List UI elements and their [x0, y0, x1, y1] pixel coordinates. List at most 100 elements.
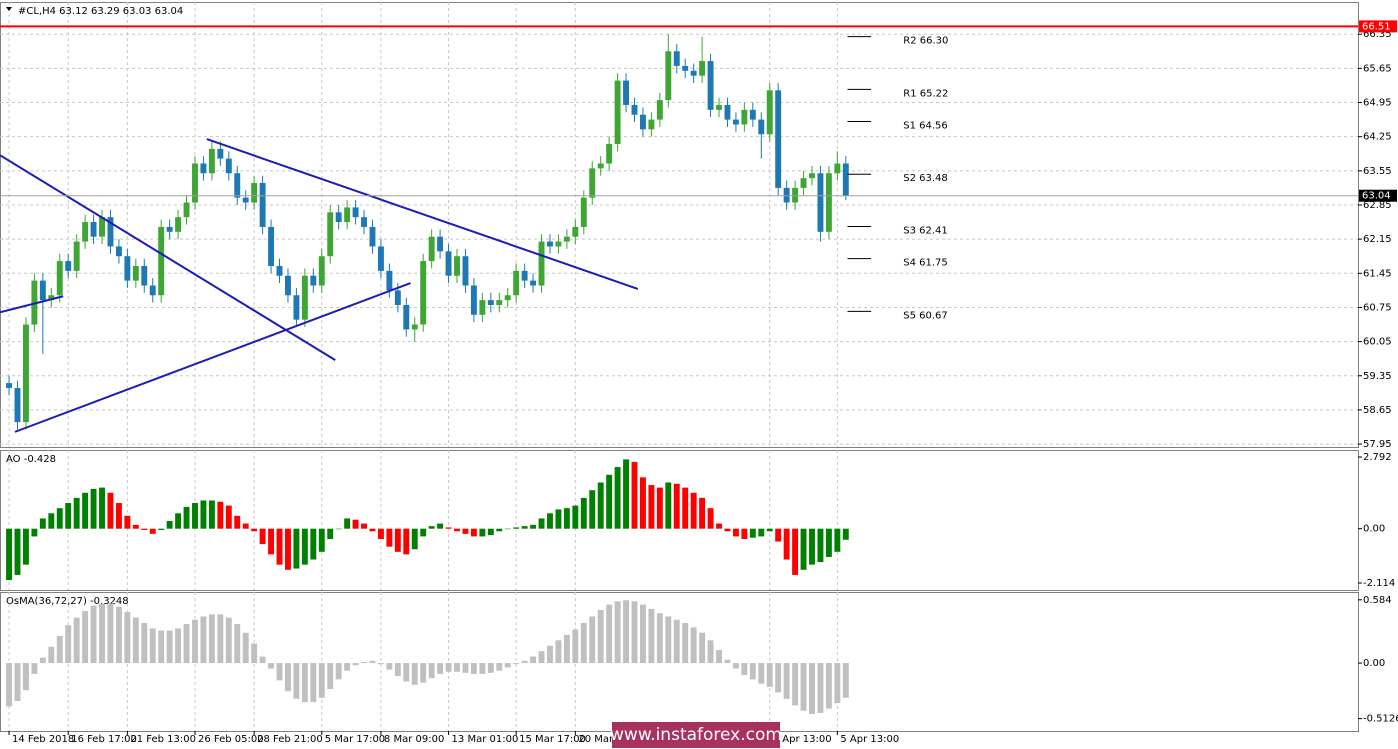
- candle-body: [301, 275, 308, 320]
- candle-body: [538, 241, 545, 286]
- histogram-bar: [242, 632, 249, 664]
- histogram-bar: [445, 527, 452, 529]
- candle-body: [158, 226, 165, 296]
- trend-line: [0, 295, 64, 314]
- histogram-bar: [318, 528, 325, 552]
- histogram-bar: [648, 485, 655, 529]
- candle-body: [732, 119, 739, 125]
- candle-body: [369, 226, 376, 247]
- candle-body: [217, 148, 224, 159]
- histogram-bar: [716, 523, 722, 529]
- histogram-bar: [99, 487, 105, 529]
- histogram-bar: [14, 528, 21, 575]
- histogram-bar: [403, 528, 410, 555]
- candle-body: [707, 61, 714, 110]
- histogram-bar: [132, 617, 139, 664]
- histogram-bar: [834, 528, 841, 552]
- candle-body: [741, 109, 748, 125]
- histogram-bar: [411, 663, 418, 685]
- histogram-bar: [192, 619, 198, 664]
- x-tick-label: 20 Mar 09:00: [578, 734, 645, 745]
- candle-body: [149, 285, 156, 296]
- histogram-bar: [783, 663, 790, 699]
- candle-body: [251, 183, 258, 203]
- candle-body: [403, 305, 410, 330]
- histogram-bar: [682, 487, 689, 529]
- histogram-bar: [682, 622, 689, 664]
- histogram-bar: [513, 527, 520, 529]
- candle-body: [386, 270, 393, 291]
- y-tick-label: -2.114: [1363, 578, 1395, 589]
- histogram-bar: [344, 518, 351, 529]
- histogram-bar: [39, 518, 46, 529]
- candle-body: [513, 270, 520, 296]
- histogram-bar: [589, 616, 596, 664]
- histogram-bar: [82, 492, 89, 529]
- histogram-bar: [716, 650, 722, 664]
- candle-body: [90, 222, 97, 237]
- y-tick-label: 66.35: [1363, 29, 1392, 40]
- histogram-bar: [513, 663, 520, 665]
- histogram-bar: [115, 503, 122, 529]
- histogram-bar: [259, 528, 266, 545]
- histogram-bar: [724, 528, 731, 532]
- candle-body: [293, 295, 300, 320]
- price-tag: [1359, 189, 1397, 202]
- histogram-bar: [800, 528, 807, 570]
- histogram-bar: [732, 663, 739, 669]
- histogram-bar: [690, 627, 697, 664]
- histogram-bar: [6, 663, 13, 707]
- histogram-bar: [208, 614, 215, 664]
- histogram-bar: [530, 524, 537, 529]
- histogram-bar: [22, 663, 29, 691]
- histogram-bar: [107, 492, 114, 529]
- candle-body: [65, 261, 72, 271]
- candle-body: [14, 387, 21, 423]
- candle-body: [132, 265, 139, 281]
- histogram-bar: [310, 663, 317, 703]
- histogram-bar: [639, 477, 646, 529]
- x-tick-label: 4 Apr 13:00: [773, 734, 832, 745]
- candle-body: [656, 100, 663, 120]
- histogram-bar: [623, 459, 630, 529]
- histogram-bar: [834, 663, 841, 704]
- candle-body: [800, 178, 807, 188]
- x-tick-label: 5 Mar 17:00: [325, 734, 385, 745]
- candle-body: [758, 119, 765, 135]
- histogram-bar: [504, 663, 511, 668]
- histogram-bar: [158, 528, 165, 530]
- candle-body: [276, 265, 283, 276]
- histogram-bar: [48, 646, 55, 664]
- pivot-label: S5 60.67: [903, 310, 948, 321]
- candle-body: [665, 51, 672, 101]
- y-tick-label: 59.35: [1363, 371, 1392, 382]
- candle-body: [428, 236, 435, 262]
- candle-body: [242, 197, 249, 203]
- candle-body: [208, 148, 215, 174]
- candle-body: [225, 158, 232, 174]
- histogram-bar: [268, 528, 275, 555]
- candle-body: [775, 90, 782, 188]
- candle-body: [82, 222, 89, 242]
- histogram-bar: [445, 663, 452, 672]
- candle-body: [521, 270, 528, 281]
- histogram-bar: [606, 604, 613, 664]
- histogram-bar: [555, 640, 562, 664]
- histogram-bar: [369, 660, 376, 664]
- candle-body: [487, 300, 494, 306]
- histogram-bar: [352, 663, 359, 666]
- histogram-bar: [225, 617, 232, 664]
- candle-body: [175, 217, 182, 232]
- histogram-bar: [31, 528, 38, 537]
- candle-body: [589, 168, 596, 198]
- histogram-bar: [403, 663, 410, 682]
- histogram-bar: [656, 613, 663, 664]
- panel-title: AO -0.428: [6, 454, 56, 465]
- histogram-bar: [377, 528, 384, 539]
- y-tick-label: 63.55: [1363, 166, 1392, 177]
- histogram-bar: [580, 622, 587, 664]
- histogram-bar: [225, 505, 232, 529]
- histogram-bar: [555, 509, 562, 529]
- y-tick-label: 64.25: [1363, 132, 1392, 143]
- histogram-bar: [141, 528, 148, 530]
